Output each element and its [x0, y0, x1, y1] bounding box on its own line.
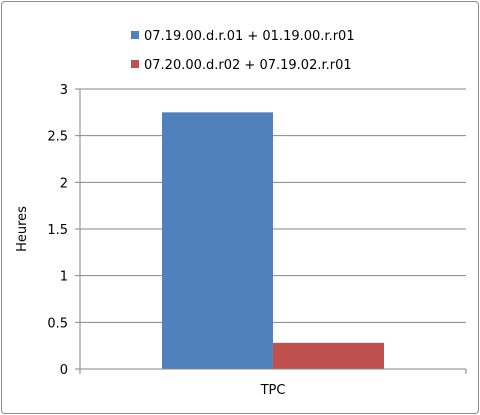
bar-series-2	[273, 342, 384, 369]
y-tick-label: 0	[60, 363, 68, 378]
y-tick-labels: 0 0.5 1 1.5 2 2.5 3	[47, 83, 68, 378]
axes	[79, 89, 466, 370]
legend-label-series-1: 07.19.00.d.r.01 + 01.19.00.r.r01	[144, 29, 355, 44]
y-axis-title: Heures	[15, 206, 30, 252]
y-tick-label: 2.5	[47, 130, 68, 145]
legend-swatch-series-1	[131, 31, 139, 39]
y-tick-label: 1.5	[47, 223, 68, 238]
legend-label-series-2: 07.20.00.d.r02 + 07.19.02.r.r01	[144, 58, 352, 73]
bars	[162, 112, 384, 369]
legend: 07.19.00.d.r.01 + 01.19.00.r.r01 07.20.0…	[131, 29, 355, 73]
y-tick-label: 3	[60, 83, 68, 98]
bar-series-1	[162, 112, 273, 369]
y-tick-label: 1	[60, 270, 68, 285]
x-category-label: TPC	[260, 383, 286, 398]
y-tick-label: 0.5	[47, 316, 68, 331]
legend-swatch-series-2	[131, 60, 139, 68]
y-tick-label: 2	[60, 176, 68, 191]
